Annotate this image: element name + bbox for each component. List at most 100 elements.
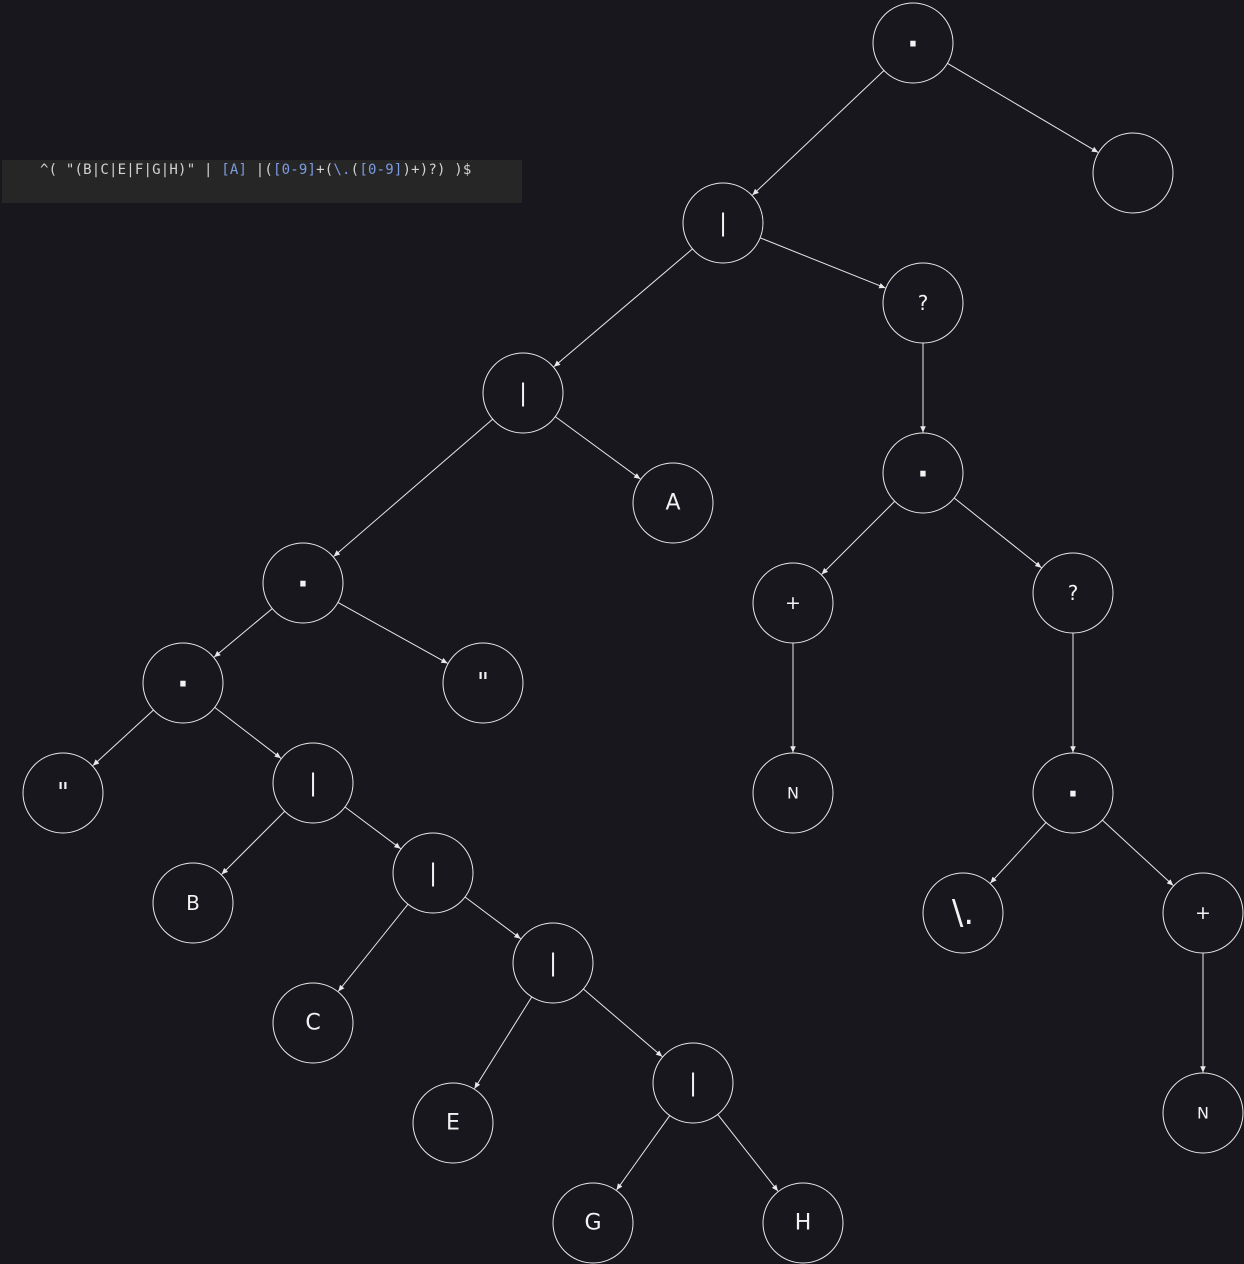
tree-node-circle bbox=[442, 642, 524, 724]
tree-node-circle bbox=[882, 432, 964, 514]
tree-node-label: . bbox=[297, 560, 308, 595]
tree-node-dot2: . bbox=[262, 542, 344, 624]
tree-node-circle bbox=[552, 1182, 634, 1264]
tree-node-label: ? bbox=[918, 291, 929, 315]
tree-node-plus2: + bbox=[1162, 872, 1244, 954]
tree-edge-alt1-alt2 bbox=[553, 248, 693, 368]
tree-node-esc: \. bbox=[922, 872, 1004, 954]
tree-node-label: . bbox=[917, 450, 928, 485]
tree-node-label: + bbox=[785, 592, 801, 614]
tree-node-circle bbox=[922, 872, 1004, 954]
regex-code-block: ^( "(B|C|E|F|G|H)" | [A] |([0-9]+(\.([0-… bbox=[2, 160, 522, 203]
tree-edge-dot5-esc bbox=[989, 822, 1047, 884]
tree-edge-alt3-b bbox=[221, 810, 286, 875]
tree-edge-alt2-dot2 bbox=[333, 418, 494, 557]
tree-edge-dot4-plus1 bbox=[821, 500, 896, 575]
tree-edge-dot3-quote2 bbox=[92, 709, 154, 767]
tree-edge-dot2-quote1 bbox=[337, 601, 448, 664]
tree-node-alt2: | bbox=[482, 352, 564, 434]
tree-edge-alt4-alt5 bbox=[464, 896, 521, 940]
regex-segment: ( bbox=[350, 162, 360, 178]
tree-node-n2: N bbox=[1162, 1072, 1244, 1154]
tree-node-label: | bbox=[689, 1069, 697, 1097]
regex-segment: )+)?) )$ bbox=[402, 162, 472, 178]
tree-node-label: | bbox=[429, 859, 437, 887]
regex-segment: ^( "(B|C|E|F|G|H)" | bbox=[40, 162, 222, 178]
tree-node-circle bbox=[512, 922, 594, 1004]
tree-node-plus1: + bbox=[752, 562, 834, 644]
tree-node-circle bbox=[762, 1182, 844, 1264]
regex-segment: [0-9] bbox=[272, 162, 317, 178]
tree-node-alt4: | bbox=[392, 832, 474, 914]
tree-node-circle bbox=[752, 562, 834, 644]
tree-node-circle bbox=[22, 752, 104, 834]
tree-node-label: | bbox=[309, 769, 317, 797]
regex-segment: \. bbox=[333, 162, 351, 178]
tree-node-circle bbox=[412, 1082, 494, 1164]
tree-node-circle bbox=[482, 352, 564, 434]
tree-node-e: E bbox=[412, 1082, 494, 1164]
tree-node-circle bbox=[1092, 132, 1174, 214]
tree-node-label: A bbox=[665, 491, 680, 516]
tree-node-circle bbox=[632, 462, 714, 544]
tree-node-label: H bbox=[795, 1211, 812, 1236]
tree-node-circle bbox=[272, 982, 354, 1064]
tree-node-label: N bbox=[787, 784, 799, 803]
tree-node-circle bbox=[882, 262, 964, 344]
tree-node-empty bbox=[1092, 132, 1174, 214]
regex-segment: [A] bbox=[221, 162, 248, 178]
tree-edge-dot3-alt3 bbox=[214, 706, 282, 759]
tree-node-label: ? bbox=[1068, 581, 1079, 605]
tree-node-label: E bbox=[446, 1111, 460, 1136]
tree-node-dot4: . bbox=[882, 432, 964, 514]
tree-node-alt6: | bbox=[652, 1042, 734, 1124]
tree-node-circle bbox=[682, 182, 764, 264]
tree-edge-dot4-q2 bbox=[953, 497, 1042, 569]
tree-node-label: " bbox=[57, 778, 69, 808]
tree-edge-alt6-h bbox=[717, 1114, 779, 1192]
tree-node-label: . bbox=[1067, 770, 1078, 805]
tree-edge-alt2-a bbox=[554, 416, 641, 480]
tree-edge-dot5-plus2 bbox=[1102, 819, 1174, 886]
tree-edge-root-alt1 bbox=[752, 70, 885, 196]
tree-node-n1: N bbox=[752, 752, 834, 834]
tree-node-circle bbox=[262, 542, 344, 624]
tree-node-label: N bbox=[1197, 1104, 1209, 1123]
tree-node-label: B bbox=[186, 891, 200, 915]
tree-node-label: | bbox=[549, 949, 557, 977]
tree-edge-alt3-alt4 bbox=[344, 806, 401, 850]
tree-node-dot5: . bbox=[1032, 752, 1114, 834]
tree-edge-root-empty bbox=[947, 62, 1099, 153]
tree-node-label: " bbox=[477, 668, 489, 698]
tree-node-circle bbox=[652, 1042, 734, 1124]
tree-edge-alt6-g bbox=[616, 1115, 671, 1191]
tree-node-circle bbox=[392, 832, 474, 914]
tree-node-circle bbox=[142, 642, 224, 724]
tree-node-circle bbox=[1162, 1072, 1244, 1154]
tree-node-alt3: | bbox=[272, 742, 354, 824]
tree-node-root: . bbox=[872, 2, 954, 84]
tree-node-label: G bbox=[584, 1211, 601, 1236]
tree-node-label: | bbox=[519, 379, 527, 407]
tree-node-label: + bbox=[1195, 902, 1211, 924]
tree-node-quote2: " bbox=[22, 752, 104, 834]
tree-node-quote1: " bbox=[442, 642, 524, 724]
regex-segment: +( bbox=[316, 162, 334, 178]
tree-node-circle bbox=[872, 2, 954, 84]
tree-edge-alt1-q1 bbox=[759, 237, 886, 289]
tree-node-label: . bbox=[907, 20, 918, 55]
tree-node-dot3: . bbox=[142, 642, 224, 724]
tree-edge-alt4-c bbox=[337, 903, 409, 992]
tree-node-circle bbox=[152, 862, 234, 944]
regex-code-line: ^( "(B|C|E|F|G|H)" | [A] |([0-9]+(\.([0-… bbox=[40, 162, 472, 178]
tree-node-circle bbox=[1032, 552, 1114, 634]
regex-segment: |( bbox=[247, 162, 273, 178]
tree-node-label: . bbox=[177, 660, 188, 695]
tree-node-q2: ? bbox=[1032, 552, 1114, 634]
tree-node-alt5: | bbox=[512, 922, 594, 1004]
regex-segment: [0-9] bbox=[359, 162, 403, 178]
tree-node-a: A bbox=[632, 462, 714, 544]
tree-node-b: B bbox=[152, 862, 234, 944]
tree-node-label: \. bbox=[952, 893, 974, 933]
